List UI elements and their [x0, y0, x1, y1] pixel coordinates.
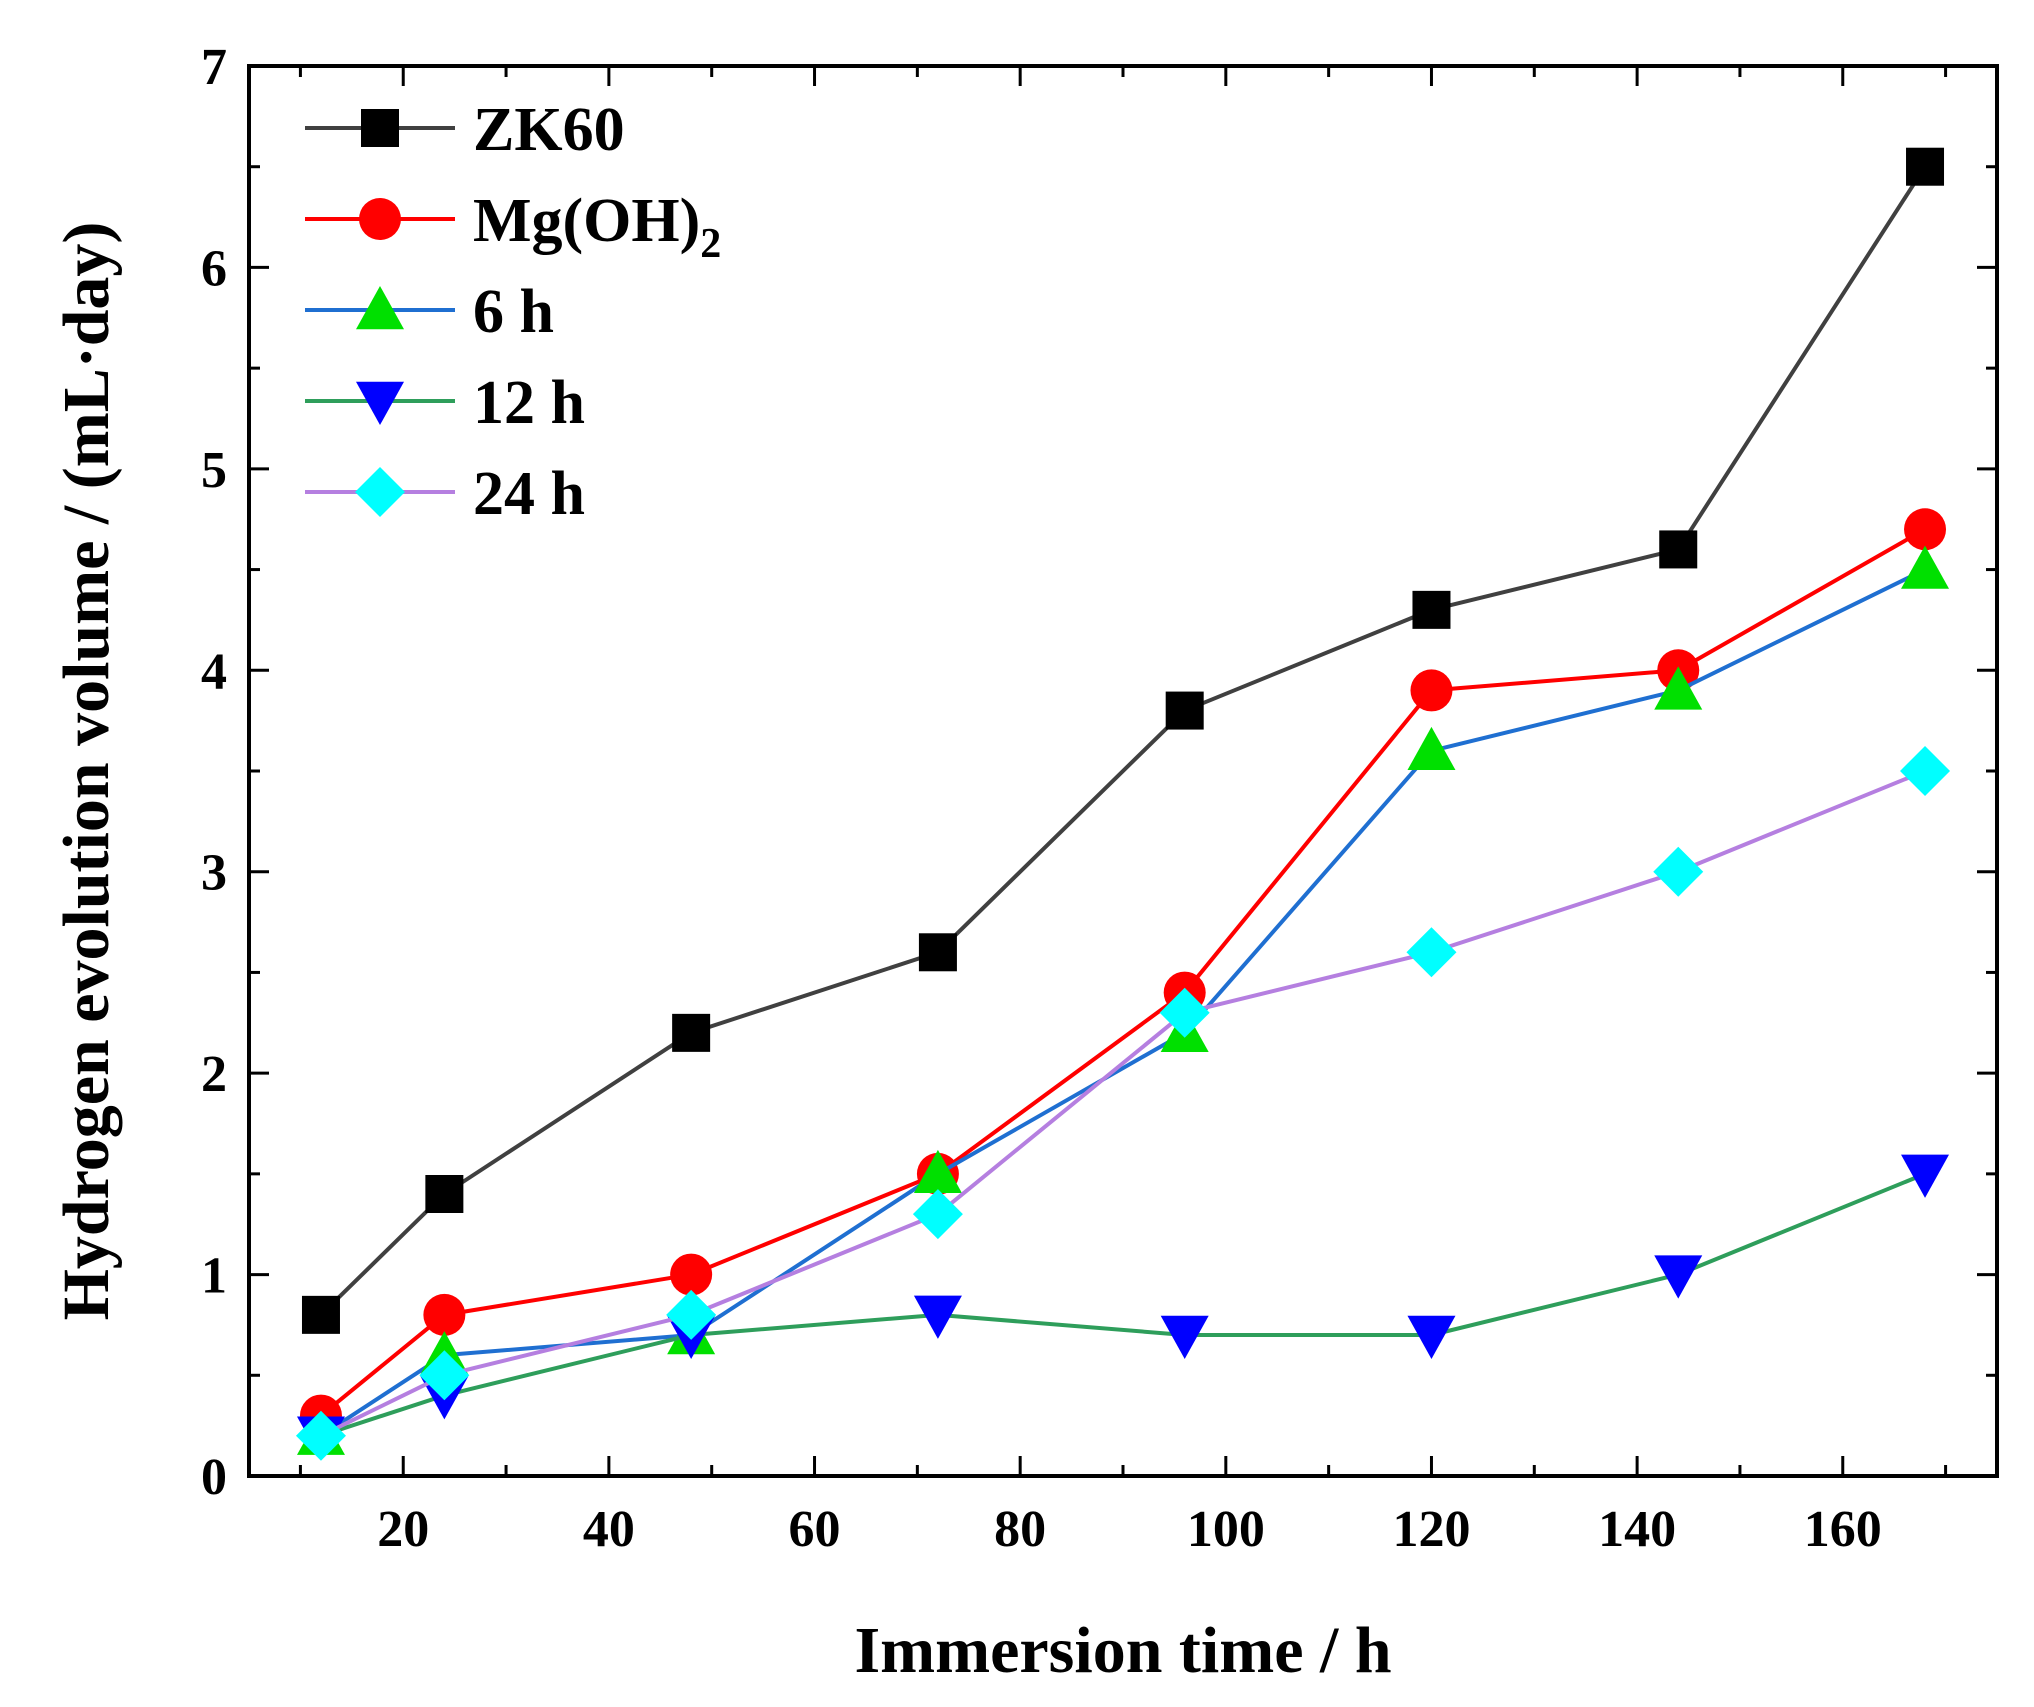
data-point [1901, 1154, 1950, 1198]
x-tick-label: 40 [583, 1501, 635, 1558]
data-point [1159, 987, 1210, 1038]
legend-item: 24 h [305, 460, 585, 528]
y-tick-label: 2 [201, 1046, 227, 1103]
y-tick-labels: 0 1 2 3 4 5 6 7 [201, 39, 227, 1506]
legend-marker [361, 109, 399, 147]
legend-label-subscript: 2 [700, 221, 721, 267]
data-point [1410, 669, 1453, 712]
series-line [319, 567, 1926, 1438]
legend-marker [356, 286, 404, 330]
data-point [1653, 846, 1704, 897]
data-point [666, 1289, 717, 1340]
legend-label: 12 h [473, 369, 585, 437]
x-tick-label: 140 [1598, 1501, 1676, 1558]
data-point [1904, 508, 1947, 551]
x-tick-label: 100 [1187, 1501, 1265, 1558]
y-tick-label: 4 [201, 643, 227, 700]
data-point [1659, 530, 1698, 569]
data-point [1412, 590, 1451, 629]
y-axis-title: Hydrogen evolution volume / (mL·day) [50, 222, 123, 1321]
legend-label: 6 h [473, 278, 554, 346]
legend-item: Mg(OH)2 [305, 187, 721, 267]
data-point [913, 1149, 962, 1194]
y-tick-label: 1 [201, 1248, 227, 1305]
y-tick-label: 0 [201, 1449, 227, 1506]
y-tick-label: 6 [201, 240, 227, 297]
data-point [1654, 666, 1703, 710]
legend-label: ZK60 [473, 96, 625, 164]
legend-marker [359, 198, 401, 240]
y-tick-label: 7 [201, 39, 227, 96]
x-tick-label: 20 [377, 1501, 429, 1558]
data-point [295, 1410, 346, 1461]
series-layer [295, 147, 1951, 1461]
legend: ZK60 Mg(OH)2 6 h 12 h 24 h [305, 96, 721, 528]
data-point [918, 933, 957, 972]
data-point [1901, 545, 1950, 589]
data-point [913, 1295, 962, 1339]
legend-marker [355, 467, 405, 517]
data-point [1900, 746, 1951, 796]
data-point [672, 1013, 711, 1052]
series-line [319, 527, 1927, 1418]
x-tick-label: 60 [789, 1501, 841, 1558]
data-point [912, 1189, 963, 1240]
series-line [320, 1172, 1926, 1438]
series-4 [296, 1154, 1950, 1460]
legend-item: 12 h [305, 369, 585, 437]
series-line [319, 165, 1927, 1317]
legend-label: 24 h [473, 460, 585, 528]
data-point [1407, 726, 1456, 771]
data-point [423, 1293, 466, 1336]
x-tick-label: 80 [994, 1501, 1046, 1558]
x-tick-labels: 20 40 60 80 100 120 140 160 [377, 1501, 1882, 1558]
data-point [1160, 1315, 1209, 1359]
series-2 [299, 508, 1947, 1437]
data-point [1165, 691, 1204, 730]
data-point [1654, 1255, 1703, 1299]
data-point [1407, 1315, 1456, 1359]
legend-item: 6 h [305, 278, 554, 346]
data-point [1406, 927, 1457, 978]
series-3 [296, 545, 1950, 1455]
series-1 [301, 147, 1945, 1334]
legend-item: ZK60 [305, 96, 625, 164]
data-point [301, 1295, 340, 1334]
data-point [670, 1253, 713, 1296]
y-tick-label: 3 [201, 845, 227, 902]
data-point [425, 1175, 464, 1213]
legend-label: Mg(OH)2 [473, 187, 721, 267]
series-line [320, 769, 1926, 1438]
series-5 [295, 746, 1951, 1461]
data-point [1906, 147, 1945, 186]
y-tick-label: 5 [201, 442, 227, 499]
x-tick-label: 160 [1804, 1501, 1882, 1558]
legend-marker [356, 381, 404, 425]
x-tick-label: 120 [1392, 1501, 1470, 1558]
data-point [419, 1350, 470, 1401]
x-axis-title: Immersion time / h [854, 1614, 1391, 1687]
axis-ticks [249, 64, 1997, 1478]
